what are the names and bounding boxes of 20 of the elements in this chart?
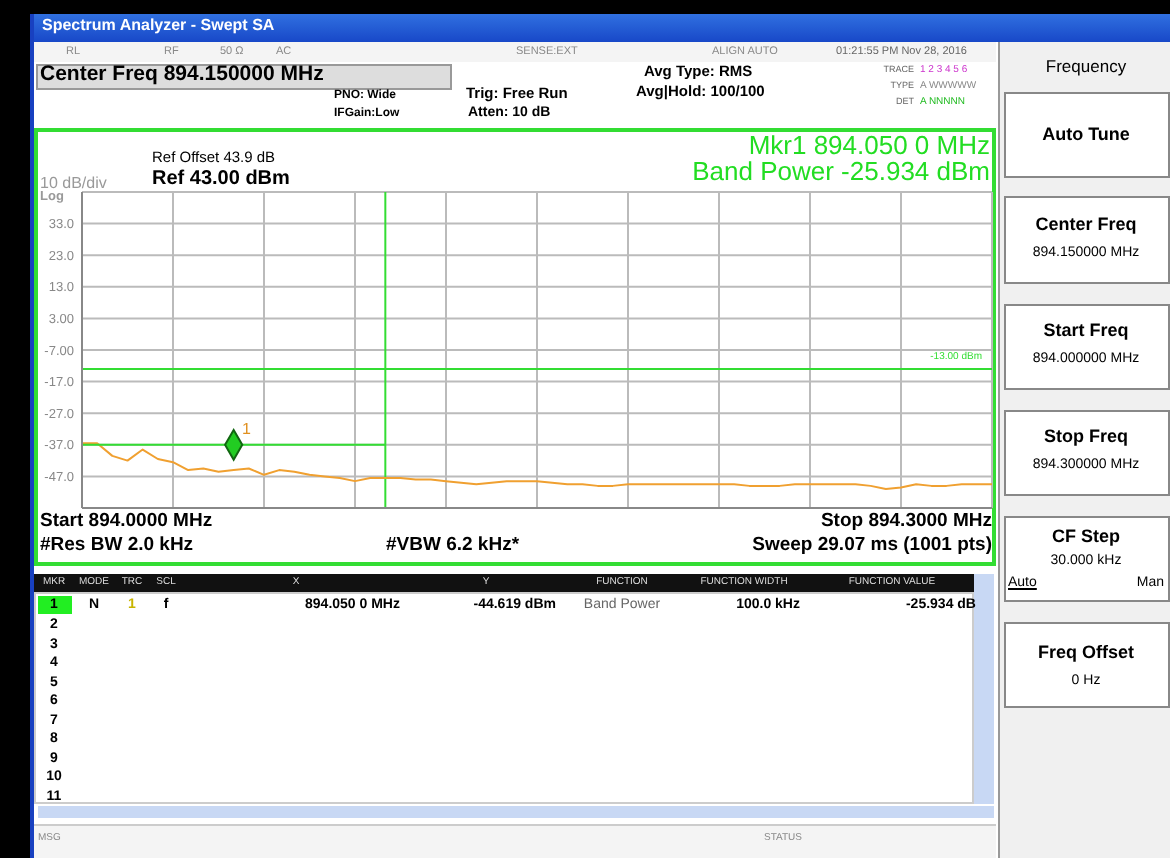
text: Ref 43.00 dBm bbox=[152, 168, 290, 190]
text: Center Freq 894.150000 MHz bbox=[40, 62, 324, 88]
text: #Res BW 2.0 kHz bbox=[40, 534, 194, 557]
text: Frequency bbox=[1045, 56, 1127, 77]
text: #VBW 6.2 kHz* bbox=[386, 534, 520, 557]
text: Stop Freq bbox=[1044, 426, 1128, 448]
text: Auto Tune bbox=[1042, 124, 1130, 146]
text: Band Power -25.934 dBm bbox=[692, 156, 990, 187]
text: CF Step bbox=[1051, 526, 1121, 548]
text: Spectrum Analyzer - Swept SA bbox=[42, 16, 275, 36]
text: Center Freq bbox=[1035, 214, 1137, 236]
text: Stop 894.3000 MHz bbox=[820, 510, 992, 533]
text: Mkr1 894.050 0 MHz bbox=[748, 130, 990, 161]
text: Freq Offset bbox=[1037, 642, 1135, 664]
text: Sweep 29.07 ms (1001 pts) bbox=[752, 534, 992, 557]
text: Start 894.0000 MHz bbox=[40, 510, 213, 533]
line-series bbox=[82, 442, 992, 491]
text: Start Freq bbox=[1043, 320, 1129, 342]
annotation: 1 bbox=[242, 420, 251, 440]
annotation: 10 dB/div bbox=[40, 174, 107, 192]
